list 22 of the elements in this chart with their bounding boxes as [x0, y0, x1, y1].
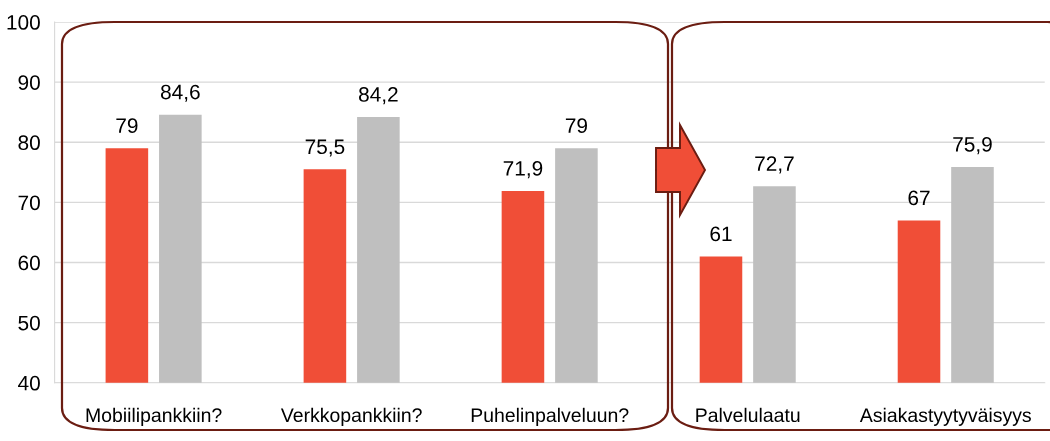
- data-label: 61: [710, 226, 732, 242]
- x-tick-label: Puhelinpalveluun?: [471, 407, 629, 426]
- y-tick-label: 100: [7, 15, 40, 30]
- data-label: 84,6: [160, 84, 200, 102]
- y-tick-label: 80: [18, 135, 40, 151]
- x-tick-label: Mobiilipankkiin?: [86, 407, 222, 426]
- data-label: 84,2: [359, 87, 398, 105]
- data-label: 75,5: [305, 139, 345, 157]
- data-label: 79: [565, 118, 588, 134]
- data-label: 75,9: [953, 136, 992, 155]
- x-tick-label: Palvelulaatu: [696, 407, 800, 423]
- data-label: 67: [908, 190, 930, 206]
- y-tick-label: 70: [18, 195, 40, 211]
- y-tick-label: 40: [18, 375, 40, 391]
- data-label: 72,7: [755, 156, 794, 174]
- data-label: 71,9: [503, 161, 543, 179]
- x-tick-label: Asiakastyytyväisyys: [859, 407, 1031, 426]
- data-label: 79: [116, 118, 138, 134]
- y-tick-label: 90: [18, 75, 40, 90]
- y-tick-label: 50: [18, 315, 40, 331]
- x-tick-label: Verkkopankkiin?: [280, 407, 422, 426]
- y-tick-label: 60: [18, 255, 40, 271]
